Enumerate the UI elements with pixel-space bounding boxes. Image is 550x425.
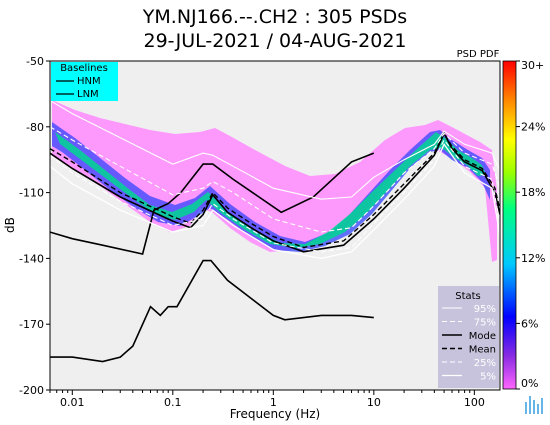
y-tick-label: -110 — [19, 187, 44, 200]
y-tick-label: -80 — [26, 121, 44, 134]
legend-label-5pct: 5% — [480, 372, 496, 383]
colorbar-ticks: 30+ 24% 18% 12% 6% 0% — [516, 59, 545, 390]
colorbar-title: PSD PDF — [457, 49, 500, 60]
series-25pct-line — [50, 138, 500, 253]
colorbar-tick-label: 24% — [521, 121, 545, 134]
series-95pct-line — [50, 100, 500, 200]
legend-hnm: HNM — [77, 76, 101, 87]
legend-label-mean: Mean — [469, 345, 496, 356]
chart-title: YM.NJ166.--.CH2 : 305 PSDs — [142, 6, 408, 28]
legend-label-mode: Mode — [469, 331, 496, 342]
series-mode-line — [50, 131, 500, 253]
y-axis-label: dB — [3, 217, 17, 233]
x-axis-label: Frequency (Hz) — [230, 407, 321, 421]
colorbar-tick-label: 6% — [521, 317, 538, 330]
x-tick-label: 10 — [367, 396, 381, 409]
x-tick-label: 0.01 — [60, 396, 85, 409]
x-tick-label: 100 — [464, 396, 485, 409]
hnm-baseline — [50, 152, 375, 255]
stats-legend: Stats 95% 75% Mode Mean 25% 5% — [438, 286, 499, 388]
series-75pct-line — [50, 126, 500, 233]
y-tick-label: -200 — [19, 384, 44, 397]
series-5pct-line — [50, 142, 500, 260]
plot-frame — [49, 60, 501, 391]
chart-subtitle: 29-JUL-2021 / 04-AUG-2021 — [143, 30, 407, 52]
baselines-legend-title: Baselines — [60, 63, 108, 74]
x-axis-ticks: 0.01 0.1 1 10 100 — [49, 390, 485, 409]
colorbar — [502, 60, 517, 390]
lnm-baseline — [50, 259, 374, 363]
obspy-logo-icon — [525, 396, 543, 414]
y-tick-label: -140 — [19, 252, 44, 265]
colorbar-tick-label: 12% — [521, 252, 545, 265]
y-tick-label: -170 — [19, 318, 44, 331]
y-axis-ticks: -50 -80 -110 -140 -170 -200 — [19, 55, 50, 397]
colorbar-tick-label: 0% — [521, 377, 538, 390]
baselines-legend: Baselines HNM LNM — [51, 62, 118, 101]
statistic-curves — [50, 100, 500, 260]
y-tick-label: -50 — [26, 55, 44, 68]
x-tick-label: 1 — [270, 396, 277, 409]
legend-lnm: LNM — [77, 89, 99, 100]
series-mean-line — [50, 131, 500, 249]
x-tick-label: 0.1 — [164, 396, 182, 409]
stats-legend-box — [438, 286, 499, 388]
colorbar-tick-label: 18% — [521, 186, 545, 199]
colorbar-tick-label: 30+ — [521, 59, 544, 72]
legend-label-95pct: 95% — [474, 304, 496, 315]
legend-label-75pct: 75% — [474, 318, 496, 329]
legend-label-25pct: 25% — [474, 358, 496, 369]
stats-legend-title: Stats — [455, 291, 481, 302]
